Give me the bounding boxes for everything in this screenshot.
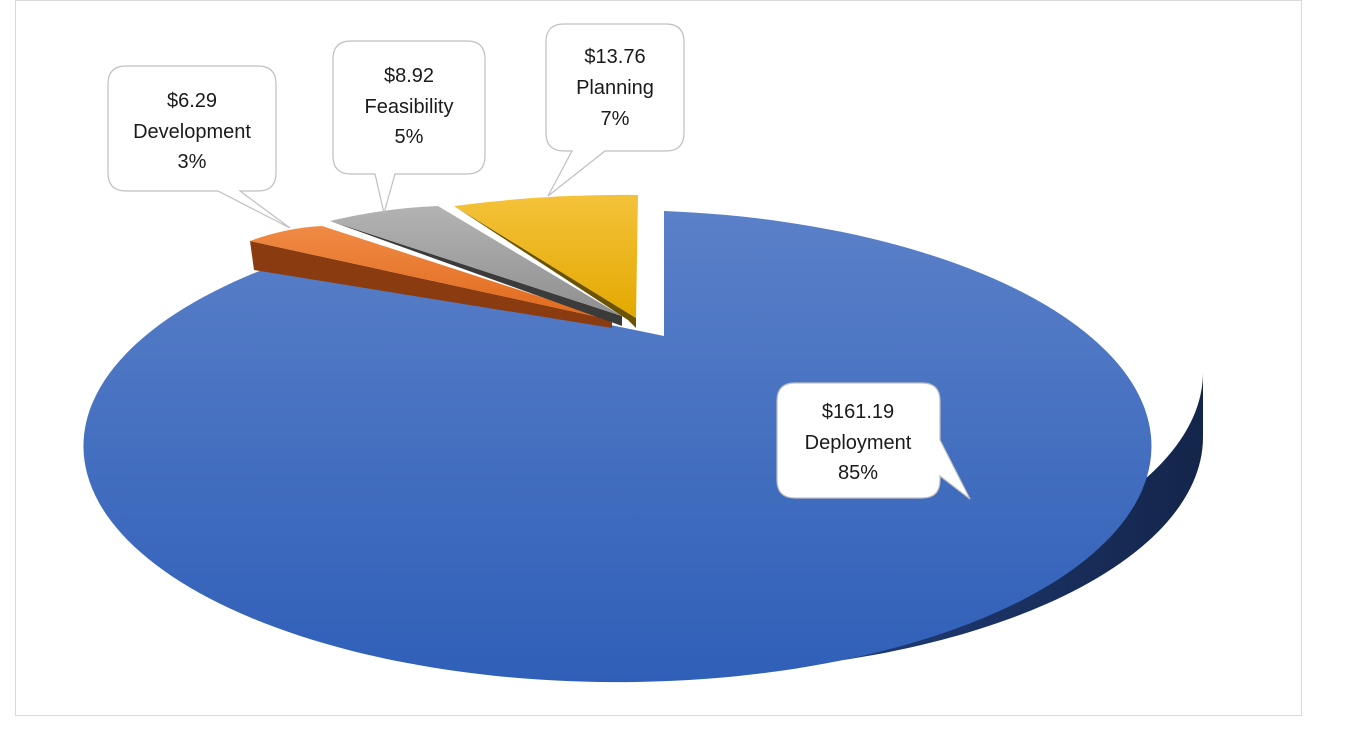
slice-deployment (83, 211, 1152, 683)
callout-deployment: $161.19 Deployment 85% (776, 382, 971, 500)
label-planning-value: $13.76 (584, 46, 645, 68)
slice-feasibility-side (330, 221, 622, 326)
label-development-percent: 3% (178, 151, 207, 173)
callout-feasibility: $8.92 Feasibility 5% (332, 40, 486, 214)
label-planning-category: Planning (576, 77, 654, 99)
label-development-value: $6.29 (167, 90, 217, 112)
slice-development (250, 226, 612, 320)
label-deployment-category: Deployment (805, 432, 912, 454)
label-planning-percent: 7% (601, 108, 630, 130)
callout-planning: $13.76 Planning 7% (545, 23, 685, 197)
slice-feasibility (330, 206, 622, 316)
label-feasibility-value: $8.92 (384, 65, 434, 87)
label-deployment-percent: 85% (838, 462, 878, 484)
slice-planning (454, 194, 638, 318)
label-feasibility-percent: 5% (395, 126, 424, 148)
label-deployment-value: $161.19 (822, 401, 894, 423)
label-development-category: Development (133, 121, 251, 143)
label-feasibility-category: Feasibility (365, 96, 454, 118)
slice-development-side (250, 241, 612, 328)
callout-development: $6.29 Development 3% (107, 65, 291, 229)
